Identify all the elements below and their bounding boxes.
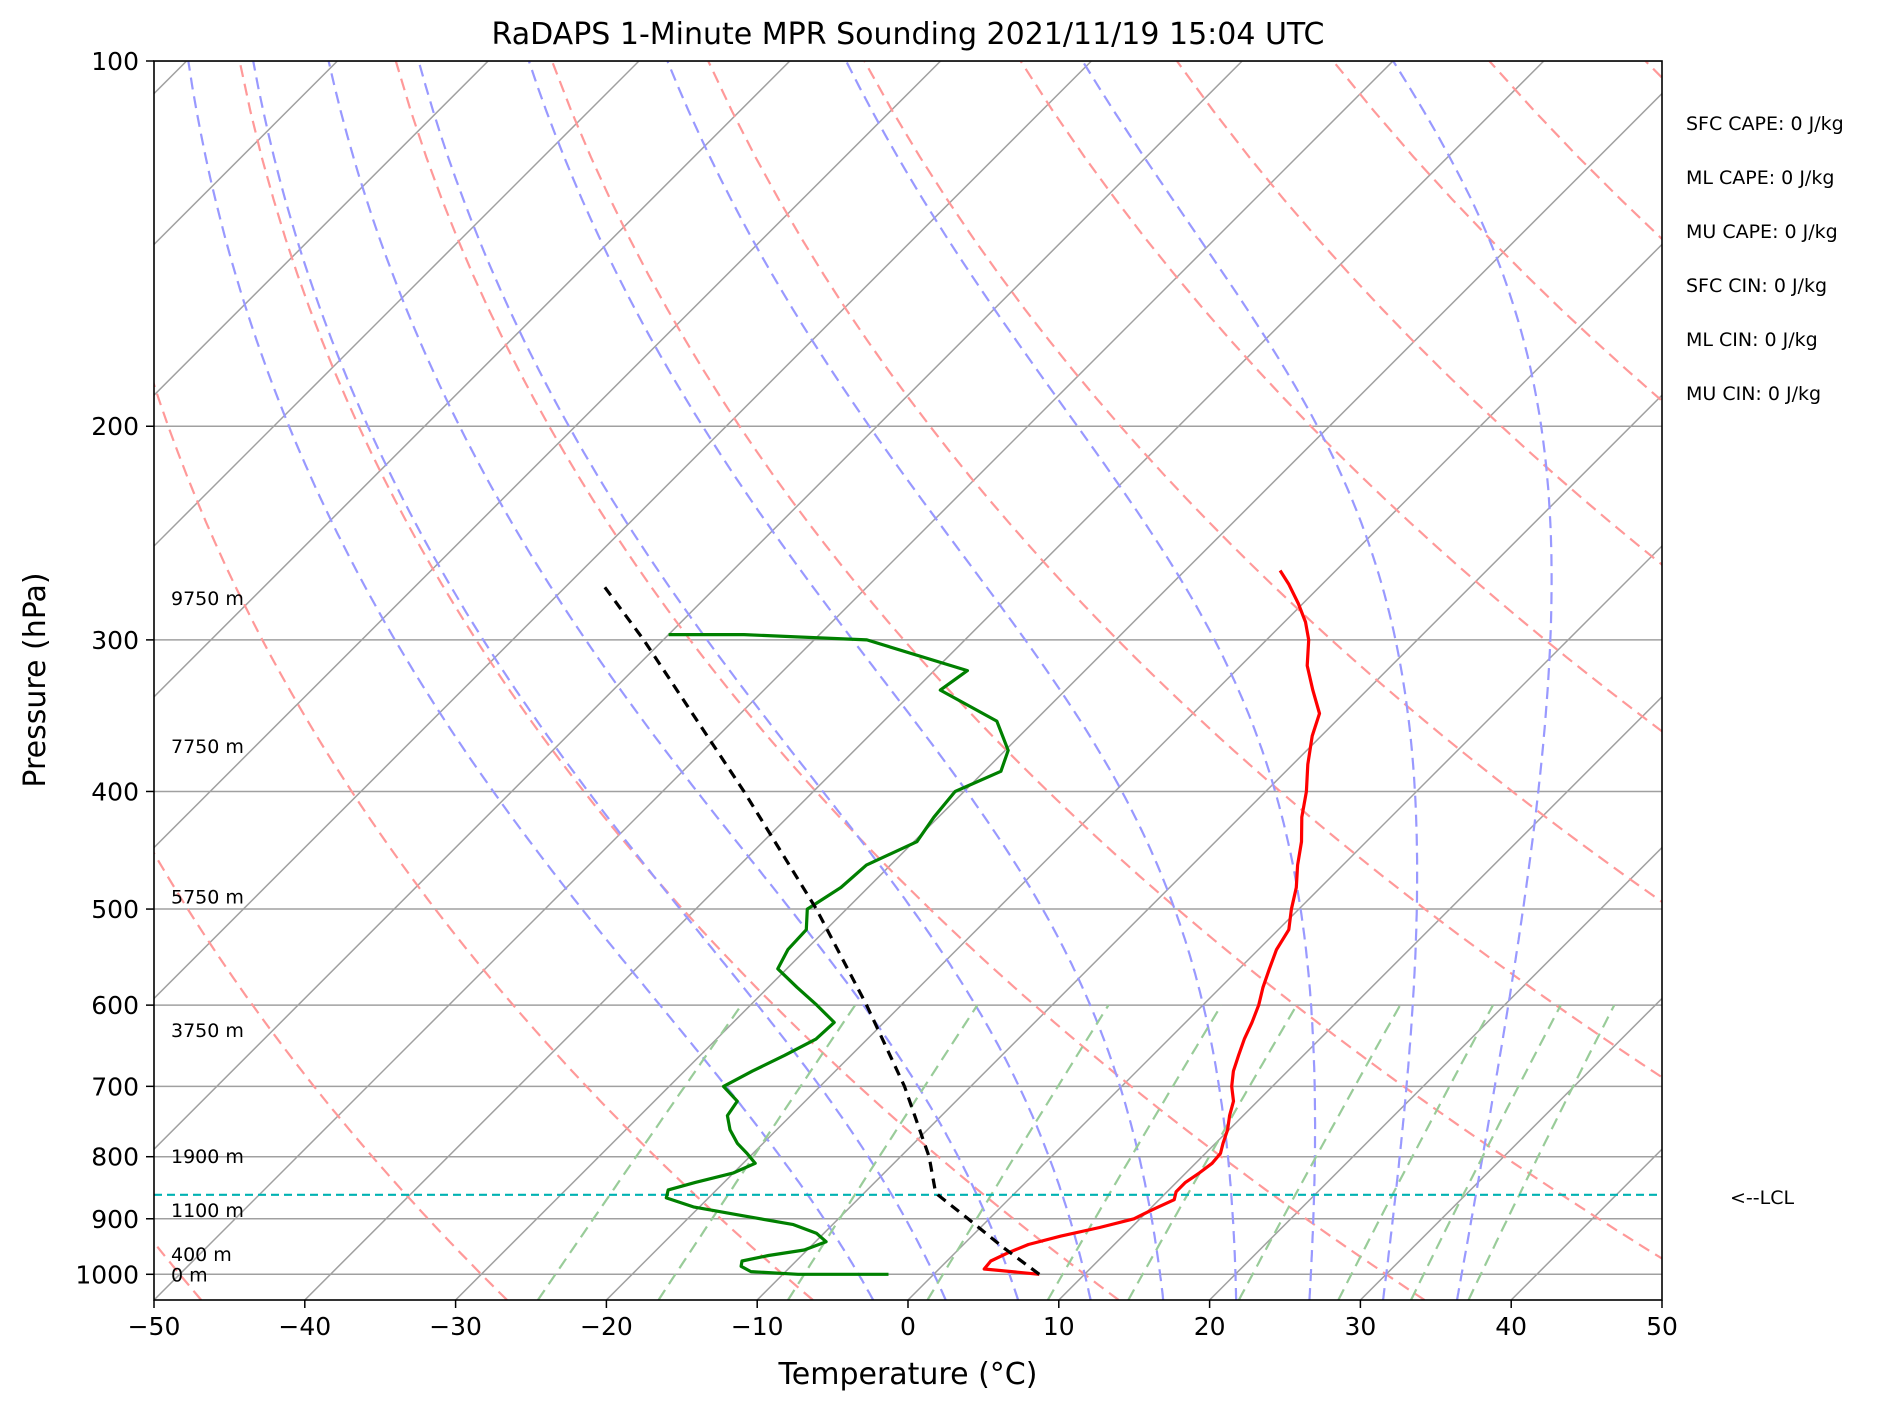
y-axis-label: Pressure (hPa) bbox=[18, 572, 53, 787]
moist-adiabat-line bbox=[187, 61, 875, 1300]
dry-adiabat-line bbox=[154, 851, 508, 1300]
parcel-profile-line bbox=[601, 583, 1041, 1276]
x-axis-label: Temperature (°C) bbox=[778, 1357, 1038, 1392]
dry-adiabat-line bbox=[238, 61, 1120, 1300]
moist-adiabat-line bbox=[1392, 61, 1553, 1300]
moist-adiabat-line bbox=[252, 61, 947, 1300]
dry-adiabat-line bbox=[550, 61, 1662, 1260]
indices-panel: SFC CAPE: 0 J/kg ML CAPE: 0 J/kg MU CAPE: … bbox=[1686, 113, 1844, 1209]
mixing-ratio-line bbox=[926, 1004, 1110, 1300]
isotherm-line bbox=[605, 243, 1662, 1300]
mixing-ratio-line bbox=[657, 1004, 857, 1300]
index-label: MU CIN: 0 J/kg bbox=[1686, 383, 1821, 405]
isotherm-line bbox=[1510, 1148, 1662, 1300]
dry-adiabat-line bbox=[154, 380, 814, 1300]
tick-labels: −50 −40 −30 −20 −10 0 10 20 30 40 50 100 200 300 400 50… bbox=[75, 47, 1678, 1341]
isotherm-line bbox=[154, 61, 791, 698]
x-tick-label: 50 bbox=[1646, 1312, 1678, 1341]
dry-adiabat-line bbox=[707, 61, 1662, 1079]
isotherm-line bbox=[154, 61, 489, 397]
x-tick-label: −10 bbox=[731, 1312, 784, 1341]
moist-adiabat-line bbox=[327, 61, 1020, 1300]
index-label: ML CAPE: 0 J/kg bbox=[1686, 167, 1834, 189]
mixing-ratio-line bbox=[1237, 1004, 1402, 1300]
x-tick-label: 40 bbox=[1495, 1312, 1527, 1341]
isotherm-line bbox=[154, 61, 942, 849]
y-tick-label: 100 bbox=[91, 47, 139, 76]
height-label: 1100 m bbox=[171, 1200, 244, 1222]
x-tick-label: −50 bbox=[128, 1312, 181, 1341]
isotherm-line bbox=[1813, 61, 1882, 1300]
height-label: 0 m bbox=[171, 1264, 208, 1286]
isotherm-line bbox=[1058, 695, 1662, 1300]
height-label: 3750 m bbox=[171, 1020, 244, 1042]
y-tick-label: 300 bbox=[91, 626, 139, 655]
y-tick-label: 500 bbox=[91, 895, 139, 924]
x-tick-label: −40 bbox=[278, 1312, 331, 1341]
x-tick-label: −30 bbox=[429, 1312, 482, 1341]
isotherm-line bbox=[455, 92, 1662, 1300]
dry-adiabat-line bbox=[394, 61, 1426, 1300]
index-label: SFC CIN: 0 J/kg bbox=[1686, 275, 1827, 297]
moist-adiabat-line bbox=[666, 61, 1238, 1300]
x-tick-label: 30 bbox=[1344, 1312, 1376, 1341]
height-label: 5750 m bbox=[171, 886, 244, 908]
mixing-ratio-line bbox=[536, 1004, 743, 1300]
isotherm-line bbox=[154, 61, 1243, 1151]
isotherm-line bbox=[304, 61, 1545, 1300]
y-tick-label: 700 bbox=[91, 1072, 139, 1101]
isotherm-line bbox=[907, 544, 1662, 1300]
index-label: SFC CAPE: 0 J/kg bbox=[1686, 113, 1844, 135]
axes bbox=[146, 60, 1663, 1308]
height-label: 7750 m bbox=[171, 736, 244, 758]
moist-adiabat-line bbox=[527, 61, 1165, 1300]
x-tick-label: 20 bbox=[1194, 1312, 1226, 1341]
lcl-label: <--LCL bbox=[1730, 1187, 1794, 1209]
index-label: ML CIN: 0 J/kg bbox=[1686, 329, 1818, 351]
isotherm-line bbox=[154, 61, 1092, 1000]
mixing-ratio-line bbox=[1467, 1004, 1616, 1300]
isotherm-line bbox=[756, 394, 1662, 1300]
y-tick-label: 900 bbox=[91, 1205, 139, 1234]
isotherm-line bbox=[1209, 846, 1662, 1300]
y-tick-label: 800 bbox=[91, 1143, 139, 1172]
moist-adiabat-line bbox=[1081, 61, 1419, 1300]
dry-adiabat-line bbox=[1332, 61, 1662, 403]
plot-area: 9750 m 7750 m 5750 m 3750 m 1900 m 1100 m 400 … bbox=[154, 61, 1882, 1300]
moist-adiabat-line bbox=[417, 61, 1092, 1300]
isotherm-line bbox=[154, 61, 640, 548]
isotherm-line bbox=[1359, 997, 1662, 1300]
height-label: 9750 m bbox=[171, 588, 244, 610]
mixing-ratio-line bbox=[1410, 1004, 1562, 1300]
y-tick-label: 400 bbox=[91, 777, 139, 806]
temperature-profile-line bbox=[982, 569, 1322, 1276]
y-tick-label: 600 bbox=[91, 991, 139, 1020]
dry-adiabat-line bbox=[1644, 61, 1662, 80]
dry-adiabat-line bbox=[863, 61, 1662, 904]
height-label: 1900 m bbox=[171, 1146, 244, 1168]
index-label: MU CAPE: 0 J/kg bbox=[1686, 221, 1838, 243]
x-tick-label: −20 bbox=[580, 1312, 633, 1341]
dewpoint-profile-line bbox=[664, 633, 1010, 1276]
x-tick-label: 0 bbox=[900, 1312, 916, 1341]
moist-adiabat-line bbox=[845, 61, 1317, 1300]
dry-adiabat-line bbox=[1488, 61, 1662, 241]
chart-title: RaDAPS 1-Minute MPR Sounding 2021/11/19 … bbox=[492, 17, 1325, 52]
y-tick-label: 200 bbox=[91, 412, 139, 441]
dry-adiabat-line bbox=[1019, 61, 1662, 733]
height-label: 400 m bbox=[171, 1244, 232, 1266]
mixing-ratio-line bbox=[787, 1004, 979, 1300]
isotherm-line bbox=[1661, 1298, 1662, 1300]
mixing-ratio-line bbox=[1127, 1004, 1298, 1300]
y-tick-label: 1000 bbox=[75, 1260, 139, 1289]
mixing-ratio-line bbox=[1046, 1004, 1223, 1300]
mixing-ratio-line bbox=[1337, 1004, 1494, 1300]
x-tick-label: 10 bbox=[1043, 1312, 1075, 1341]
dry-adiabat-line bbox=[1176, 61, 1662, 567]
isotherm-line bbox=[154, 61, 1394, 1300]
